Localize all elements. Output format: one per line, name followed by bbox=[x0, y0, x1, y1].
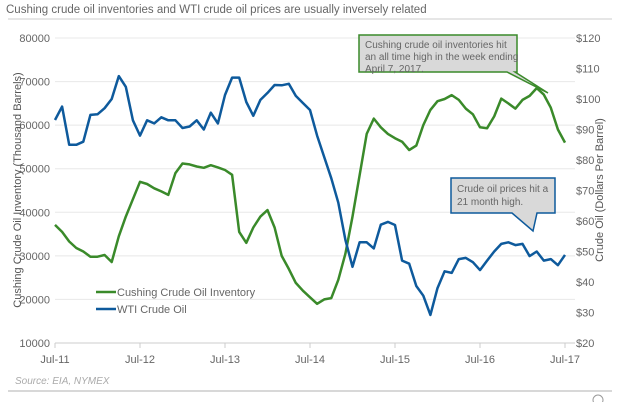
right-tick-label: $60 bbox=[576, 216, 594, 228]
annotation-inventory-line-2: an all time high in the week ending bbox=[365, 52, 518, 63]
gridlines bbox=[55, 37, 575, 344]
left-axis-ticks: 80000 70000 60000 50000 40000 30000 20000 10000 bbox=[19, 33, 50, 350]
expand-icon[interactable] bbox=[592, 394, 604, 402]
left-tick-label: 80000 bbox=[19, 33, 50, 45]
annotation-price-high: Crude oil prices hit a 21 month high. bbox=[450, 177, 556, 233]
right-tick-label: $90 bbox=[576, 125, 594, 137]
annotation-inventory-line-1: Cushing crude oil inventories hit bbox=[365, 40, 507, 51]
inventory-line bbox=[54, 86, 567, 306]
chart-title: Cushing crude oil inventories and WTI cr… bbox=[6, 4, 427, 16]
right-tick-label: $100 bbox=[576, 94, 600, 106]
annotation-inventory-high: Cushing crude oil inventories hit an all… bbox=[358, 34, 549, 94]
right-tick-label: $120 bbox=[576, 33, 600, 45]
series-lines bbox=[53, 74, 567, 317]
left-tick-label: 60000 bbox=[19, 120, 50, 132]
right-tick-label: $30 bbox=[576, 308, 594, 320]
right-tick-label: $80 bbox=[576, 155, 594, 167]
right-tick-label: $110 bbox=[576, 64, 600, 76]
legend: Cushing Crude Oil Inventory WTI Crude Oi… bbox=[96, 287, 256, 316]
x-tick-label: Jul-15 bbox=[380, 354, 410, 366]
x-axis-ticks: Jul-11 Jul-12 Jul-13 Jul-14 Jul-15 Jul-16 Jul-… bbox=[40, 343, 580, 366]
annotation-price-line-2: 21 month high. bbox=[457, 197, 523, 208]
wti-price-line bbox=[53, 74, 567, 317]
left-tick-label: 70000 bbox=[19, 77, 50, 89]
legend-label-wti: WTI Crude Oil bbox=[117, 304, 187, 316]
right-tick-label: $50 bbox=[576, 247, 594, 259]
source-note: Source: EIA, NYMEX bbox=[15, 376, 110, 387]
annotation-inventory-callout bbox=[358, 34, 549, 94]
left-tick-label: 50000 bbox=[19, 164, 50, 176]
legend-label-inventory: Cushing Crude Oil Inventory bbox=[117, 287, 256, 299]
annotation-price-callout bbox=[450, 177, 556, 233]
x-tick-label: Jul-16 bbox=[465, 354, 495, 366]
left-axis-label: Cushing Crude Oil Inventory (Thousand Ba… bbox=[12, 72, 24, 307]
right-tick-label: $20 bbox=[576, 338, 594, 350]
annotation-price-line-1: Crude oil prices hit a bbox=[457, 184, 549, 195]
x-tick-label: Jul-17 bbox=[550, 354, 580, 366]
left-tick-label: 40000 bbox=[19, 207, 50, 219]
left-tick-label: 20000 bbox=[19, 294, 50, 306]
x-tick-label: Jul-11 bbox=[40, 354, 69, 366]
right-tick-label: $70 bbox=[576, 186, 594, 198]
x-tick-label: Jul-12 bbox=[125, 354, 155, 366]
right-tick-label: $40 bbox=[576, 277, 594, 289]
left-tick-label: 10000 bbox=[19, 338, 50, 350]
left-tick-label: 30000 bbox=[19, 251, 50, 263]
x-tick-label: Jul-14 bbox=[295, 354, 325, 366]
x-tick-label: Jul-13 bbox=[210, 354, 240, 366]
annotation-inventory-line-3: April 7, 2017. bbox=[365, 64, 424, 75]
right-axis-label: Crude Oil (Dollars Per Barrel) bbox=[594, 118, 606, 262]
right-axis-ticks: $120 $110 $100 $90 $80 $70 $60 $50 $40 $30 $20 bbox=[576, 33, 600, 350]
